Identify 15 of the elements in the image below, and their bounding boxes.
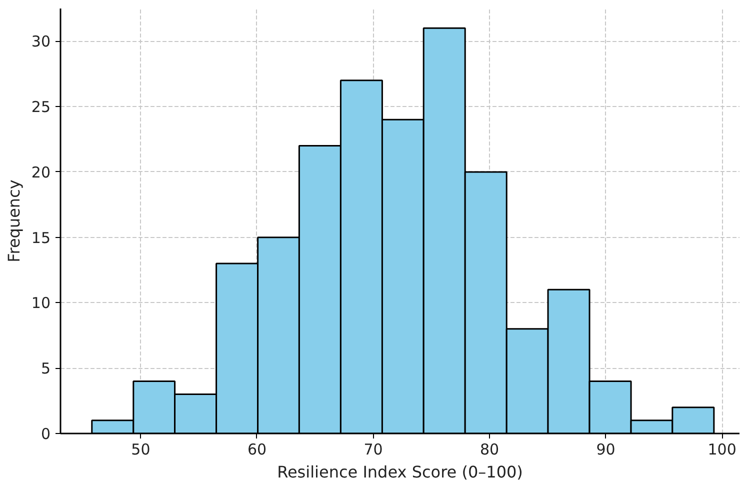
- y-tick-label: 10: [31, 294, 51, 312]
- y-tick-label: 20: [31, 163, 51, 182]
- y-tick-label: 0: [40, 425, 51, 443]
- x-tick-label: 50: [131, 440, 150, 458]
- y-tick-label: 5: [40, 360, 51, 378]
- x-tick-label: 100: [708, 440, 736, 458]
- y-tick-label: 30: [31, 32, 51, 51]
- x-tick-label: 70: [364, 440, 383, 458]
- x-tick-label: 90: [596, 440, 616, 458]
- y-tick-label: 25: [31, 98, 51, 116]
- y-tick-label: 15: [31, 228, 51, 247]
- x-axis-title: Resilience Index Score (0–100): [277, 462, 523, 482]
- x-tick-label: 80: [480, 440, 500, 458]
- x-tick-label: 60: [247, 440, 267, 458]
- y-axis-title: Frequency: [4, 180, 24, 262]
